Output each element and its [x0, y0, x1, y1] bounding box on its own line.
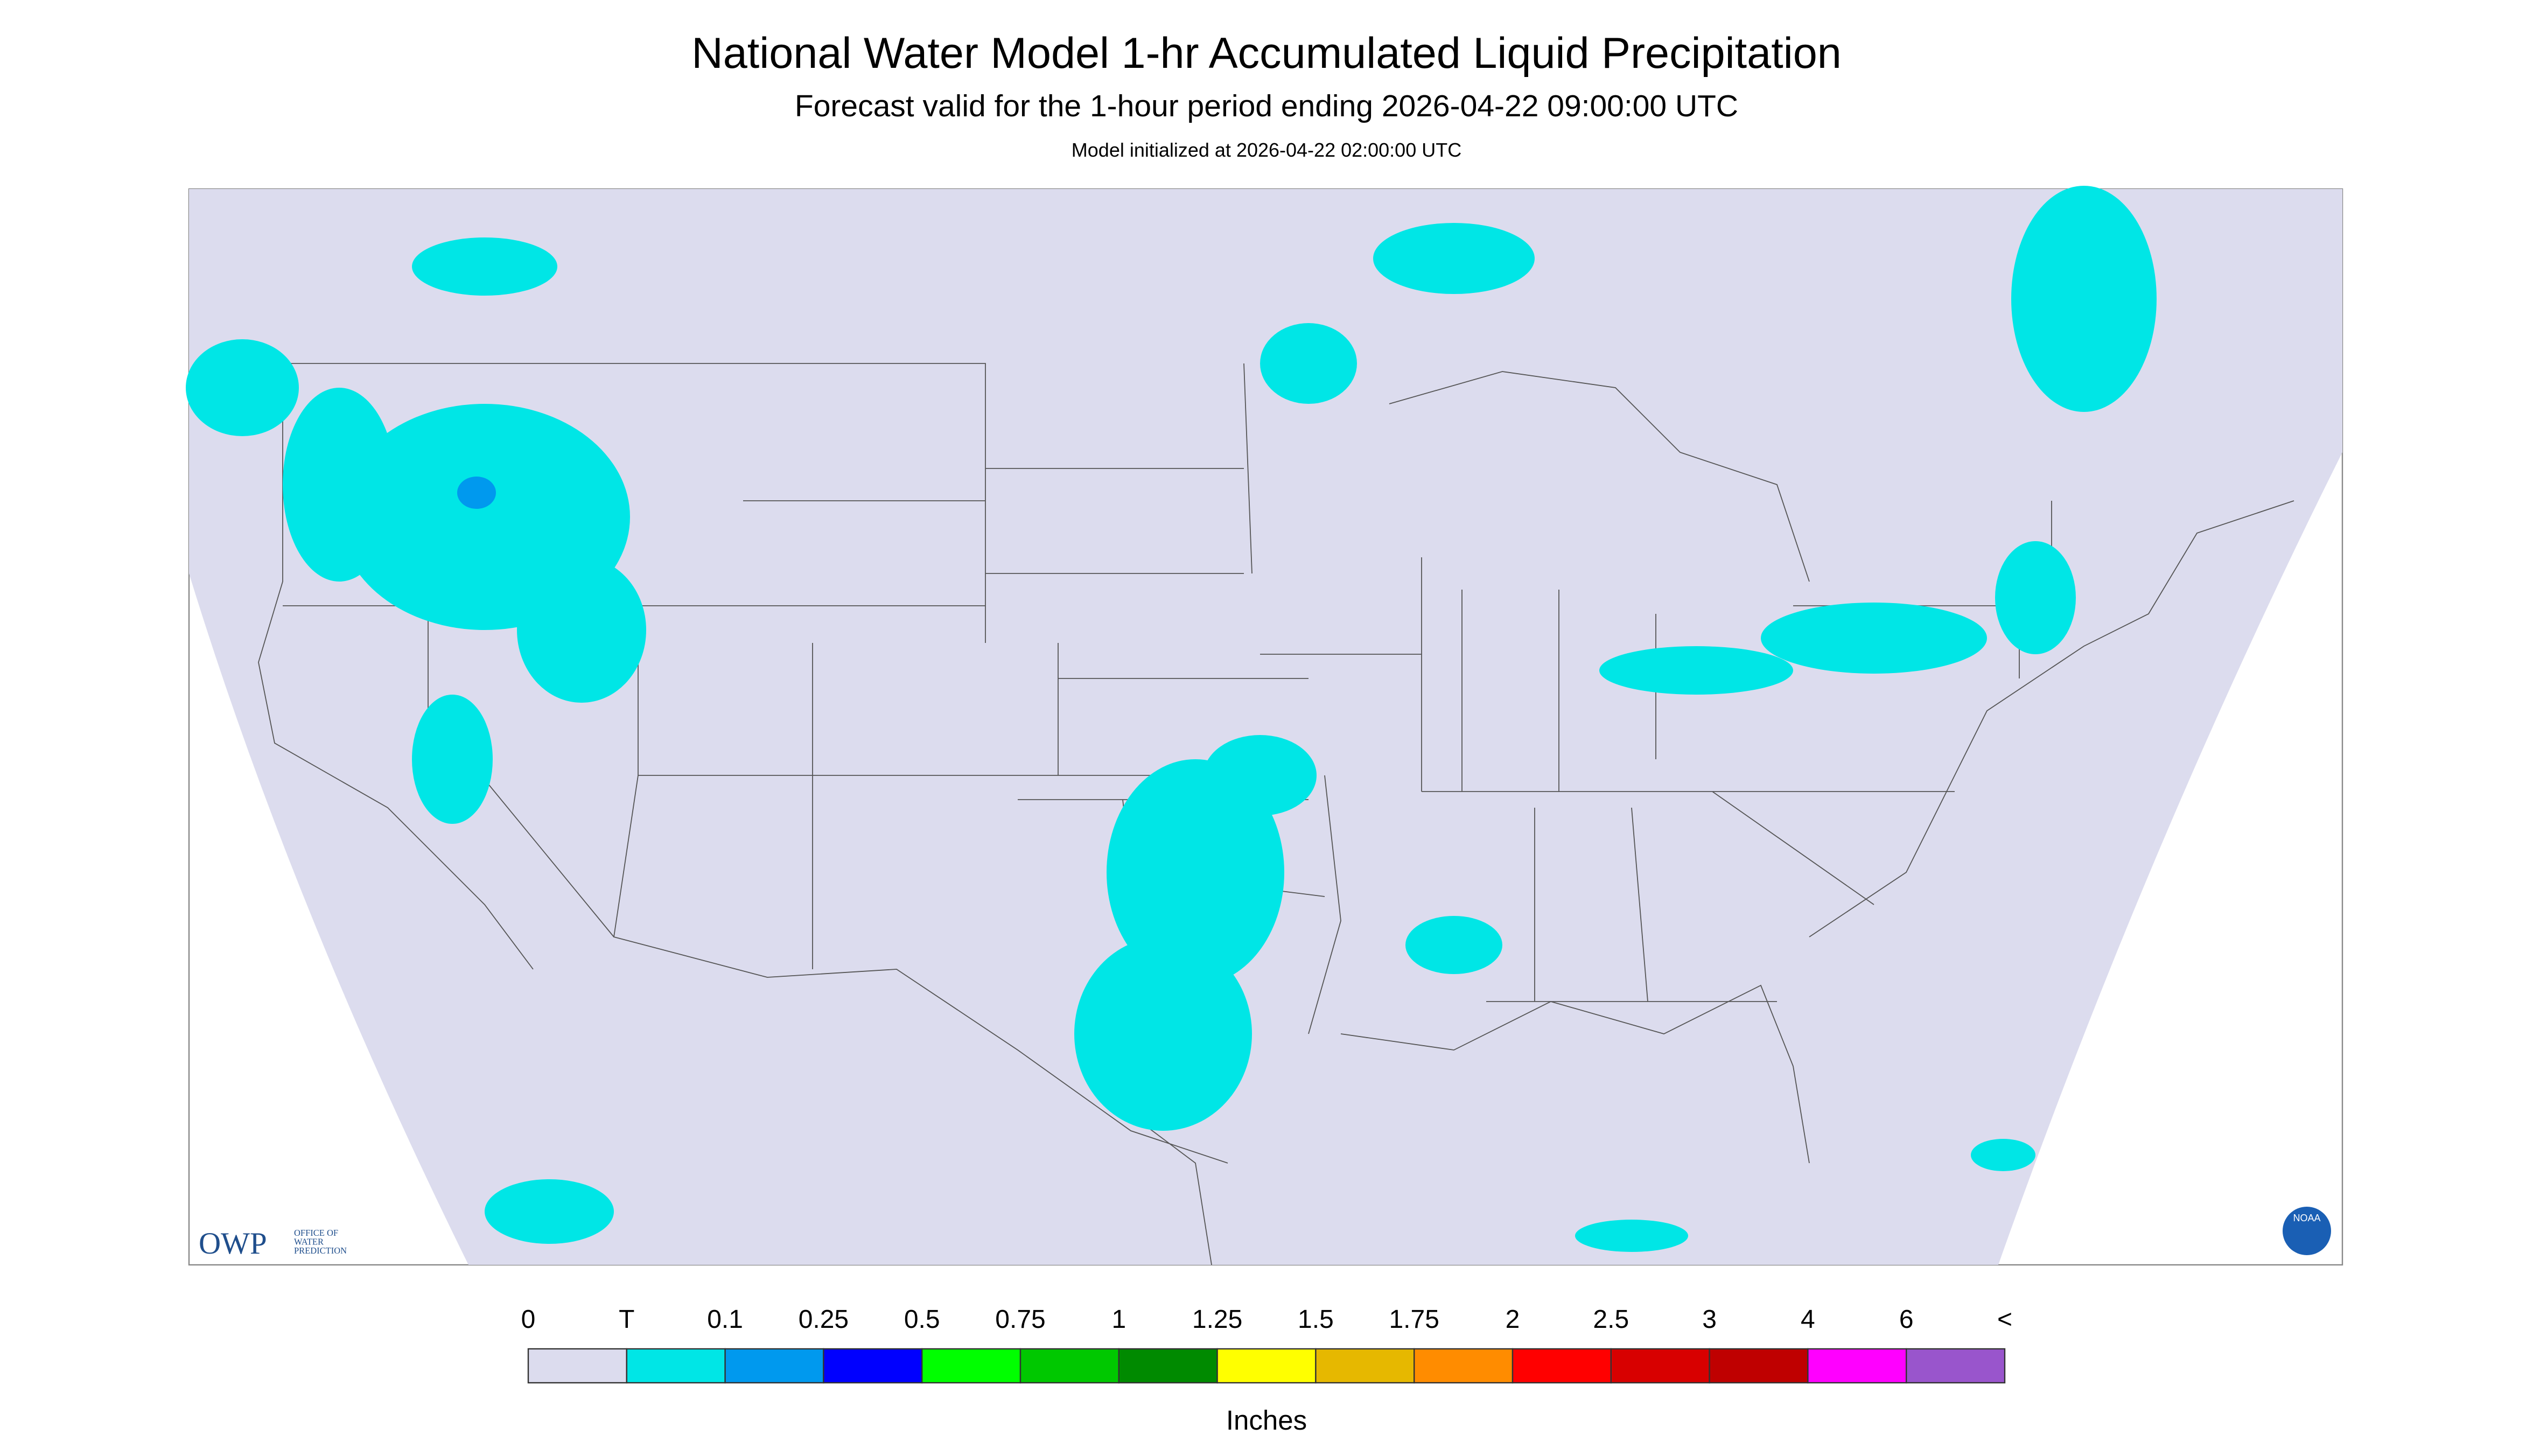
- legend-swatch: [1315, 1348, 1415, 1384]
- precip-area: [1971, 1139, 2035, 1172]
- precip-area: [1995, 541, 2076, 655]
- owp-name-line: OFFICE OF: [294, 1228, 338, 1238]
- owp-name-line: WATER: [294, 1237, 324, 1247]
- legend-swatch: [1905, 1348, 2006, 1384]
- precip-area: [1107, 759, 1284, 986]
- init-time: Model initialized at 2026-04-22 02:00:00…: [1072, 139, 1461, 161]
- legend-label: 2: [1506, 1305, 1520, 1334]
- precip-area: [1575, 1220, 1688, 1252]
- precip-area: [1405, 916, 1502, 975]
- precip-area-heavy: [457, 477, 496, 509]
- noaa-text: NOAA: [2293, 1213, 2320, 1223]
- legend-label: 6: [1899, 1305, 1914, 1334]
- legend-swatch: [1512, 1348, 1612, 1384]
- legend-label: 3: [1702, 1305, 1717, 1334]
- legend-swatch: [626, 1348, 726, 1384]
- legend-label: 1: [1111, 1305, 1126, 1334]
- legend-label: 0.25: [799, 1305, 849, 1334]
- model-domain: [189, 189, 2342, 1265]
- legend-swatch: [1019, 1348, 1120, 1384]
- precip-area: [412, 695, 493, 824]
- precip-area: [186, 339, 299, 437]
- precip-area: [1761, 603, 1987, 674]
- legend-label: 1.5: [1298, 1305, 1334, 1334]
- legend-swatch: [724, 1348, 824, 1384]
- boundaries: [258, 363, 2294, 1265]
- legend-label: 0.1: [707, 1305, 743, 1334]
- precip-area: [283, 388, 396, 582]
- legend-swatch: [1216, 1348, 1317, 1384]
- precip-area: [412, 237, 557, 296]
- precip-area: [2011, 186, 2157, 412]
- owp-name-line: PREDICTION: [294, 1245, 347, 1256]
- legend-unit: Inches: [1226, 1405, 1307, 1436]
- legend-label: 1.25: [1192, 1305, 1242, 1334]
- subtitle: Forecast valid for the 1-hour period end…: [795, 89, 1738, 123]
- owp-logo: OWP: [199, 1227, 267, 1261]
- legend-label: 1.75: [1389, 1305, 1439, 1334]
- legend-label: 0.5: [904, 1305, 940, 1334]
- legend-swatch: [921, 1348, 1021, 1384]
- precip-area: [1203, 735, 1317, 816]
- precip-area: [1074, 937, 1252, 1131]
- legend-swatch: [527, 1348, 628, 1384]
- noaa-logo: [2283, 1207, 2331, 1256]
- title: National Water Model 1-hr Accumulated Li…: [691, 29, 1842, 78]
- legend-swatch: [1610, 1348, 1710, 1384]
- precip-area: [485, 1179, 614, 1244]
- legend-label: T: [619, 1305, 634, 1334]
- legend-swatch: [1414, 1348, 1514, 1384]
- precip-area: [1373, 223, 1535, 295]
- precipitation: [186, 186, 2157, 1252]
- legend-label: 0: [521, 1305, 536, 1334]
- legend-label: 4: [1801, 1305, 1815, 1334]
- legend-swatch: [823, 1348, 923, 1384]
- legend: 0 T 0.1 0.25 0.5 0.75 1 1.25 1.5 1.75 2 2.5 3 4 6 <: [521, 1305, 2012, 1384]
- precip-area: [1260, 323, 1357, 404]
- legend-label: 0.75: [995, 1305, 1045, 1334]
- precip-area: [517, 557, 646, 703]
- precip-area: [1599, 646, 1793, 695]
- legend-swatch: [1118, 1348, 1218, 1384]
- legend-swatch: [1709, 1348, 1809, 1384]
- legend-label: 2.5: [1593, 1305, 1629, 1334]
- legend-label: <: [1997, 1305, 2012, 1334]
- legend-swatch: [1807, 1348, 1907, 1384]
